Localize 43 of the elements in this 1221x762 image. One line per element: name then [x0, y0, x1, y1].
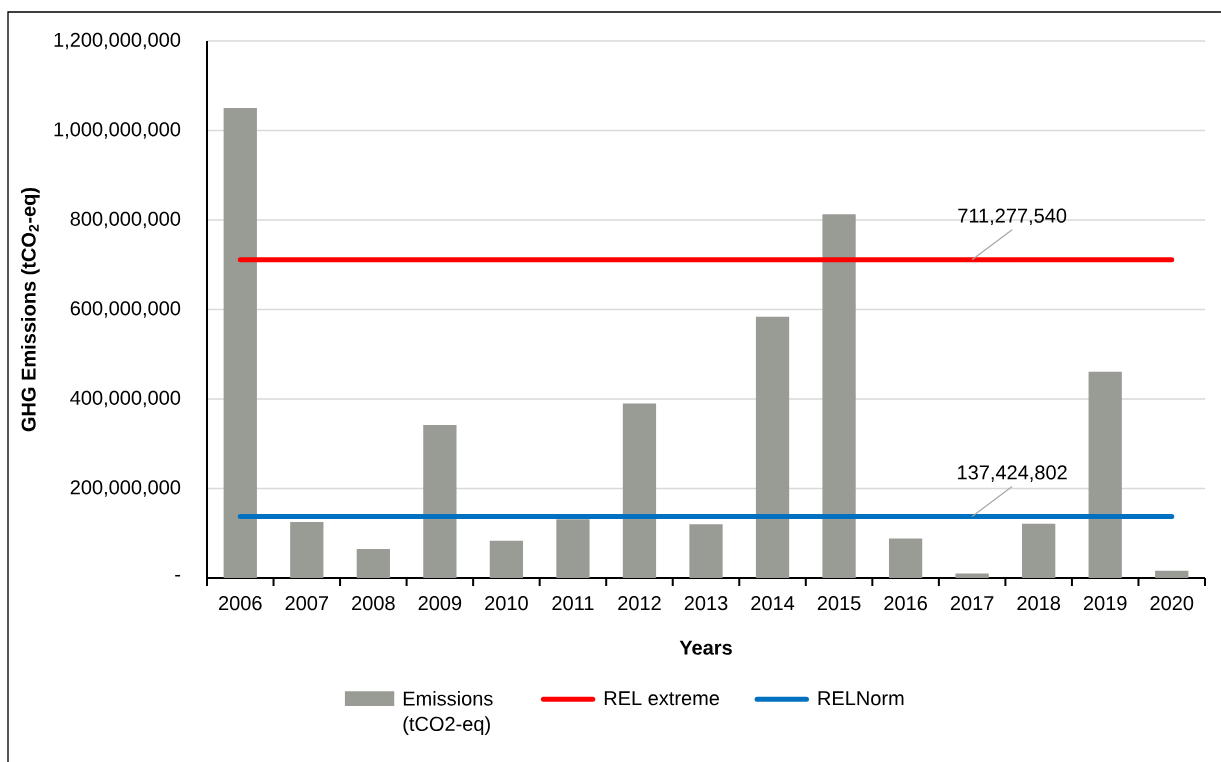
y-axis-title: GHG Emissions (tCO$_{2}$-eq)	[21, 187, 40, 432]
legend-label: RELNorm	[818, 691, 904, 706]
x-tick-label: 2013	[684, 596, 728, 611]
x-tick-label: 2018	[1017, 596, 1061, 611]
bar	[689, 524, 723, 578]
x-tick-label: 2007	[285, 596, 329, 611]
y-tick-label: 600,000,000	[70, 301, 181, 318]
y-tick-label: 200,000,000	[70, 480, 181, 497]
bar	[1088, 371, 1122, 578]
x-tick-label: 2011	[552, 596, 594, 611]
bar	[356, 548, 390, 578]
x-tick-label: 2006	[219, 596, 262, 611]
data-label: 137,424,802	[958, 465, 1067, 482]
y-tick-label: 400,000,000	[70, 390, 181, 408]
x-tick-label: 2009	[418, 596, 462, 611]
y-tick-label: 800,000,000	[70, 211, 181, 229]
y-tick-label: -	[175, 574, 181, 577]
x-tick-label: 2008	[352, 596, 395, 611]
legend-label: REL extreme	[604, 691, 720, 706]
bar	[223, 108, 257, 578]
x-tick-label: 2014	[751, 596, 795, 611]
bar	[489, 540, 524, 578]
x-tick-label: 2010	[485, 596, 528, 611]
x-tick-label: 2016	[884, 596, 927, 611]
bar	[423, 424, 457, 578]
bar	[755, 316, 790, 578]
y-tick-label: 1,000,000,000	[54, 122, 181, 139]
x-tick-label: 2012	[618, 596, 661, 611]
x-tick-label: 2020	[1150, 596, 1194, 611]
legend-label: Emissions (tCO2-eq)	[403, 690, 493, 735]
x-tick-label: 2017	[950, 596, 994, 611]
x-tick-label: 2019	[1083, 596, 1127, 611]
bar	[888, 538, 923, 578]
bar	[822, 214, 856, 578]
x-tick-label: 2015	[817, 596, 861, 611]
bar	[1022, 523, 1056, 578]
data-label: 711,277,540	[958, 208, 1067, 226]
bar	[1155, 570, 1189, 578]
bar	[290, 522, 324, 578]
bar	[622, 403, 657, 578]
x-axis-title: Years	[679, 640, 732, 655]
bar	[556, 519, 590, 578]
y-tick-label: 1,200,000,000	[54, 32, 181, 50]
